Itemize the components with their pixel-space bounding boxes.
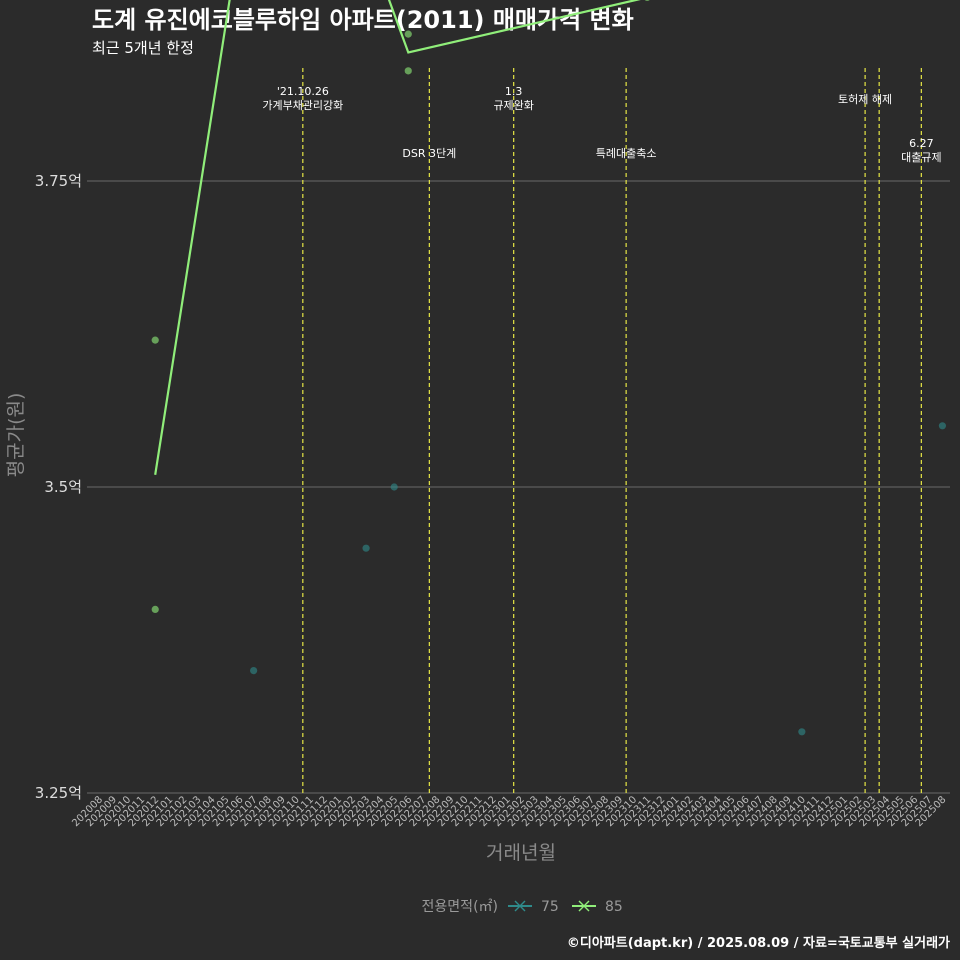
y-tick-label: 3.25억 [35,784,82,802]
legend-swatch-mark [578,900,590,912]
grid-lines [87,180,950,794]
y-tick-label: 3.75억 [35,172,82,190]
series-points [151,0,947,736]
data-point-85 [404,67,412,75]
chart-subtitle: 최근 5개년 한정 [92,39,194,57]
event-label: 가계부채관리강화 [262,99,343,112]
data-point-75 [938,422,947,430]
event-label: 규제완화 [493,99,533,112]
y-axis-title: 평균가(원) [5,393,27,478]
data-point-85 [151,605,159,614]
event-label: 토허제 해제 [838,92,892,106]
data-point-75 [250,667,258,675]
legend-swatch-mark [514,900,526,912]
event-label: '21.10.26 [277,85,329,98]
data-point-75 [390,483,398,491]
legend-entry-75: 75 [508,899,559,915]
event-label: 특례대출축소 [596,147,657,160]
legend-title: 전용면적(㎡) [422,899,498,915]
data-point-85 [404,30,412,38]
data-point-75 [362,544,370,552]
chart-caption: ©디아파트(dapt.kr) / 2025.08.09 / 자료=국토교통부 실… [567,935,950,951]
series-line-85 [154,0,641,475]
x-axis-ticks: 2020082020092020102020112020122021012021… [70,794,948,829]
y-tick-label: 3.5억 [44,478,82,496]
x-axis-title: 거래년월 [486,842,556,864]
chart-title: 도계 유진에코블루하임 아파트(2011) 매매가격 변화 [92,6,634,34]
data-point-85 [644,0,650,1]
legend-entry-85: 85 [572,899,623,915]
event-label: 대출규제 [901,151,941,164]
legend: 전용면적(㎡) 75 85 [422,899,623,915]
legend-label: 75 [541,899,559,915]
series-lines [154,0,641,475]
data-point-85 [151,336,159,344]
event-label: DSR 3단계 [402,147,456,160]
event-lines [302,68,922,793]
data-point-75 [798,728,806,736]
legend-label: 85 [605,899,623,915]
event-label: 6.27 [909,137,934,150]
event-label: 1.3 [505,85,523,98]
